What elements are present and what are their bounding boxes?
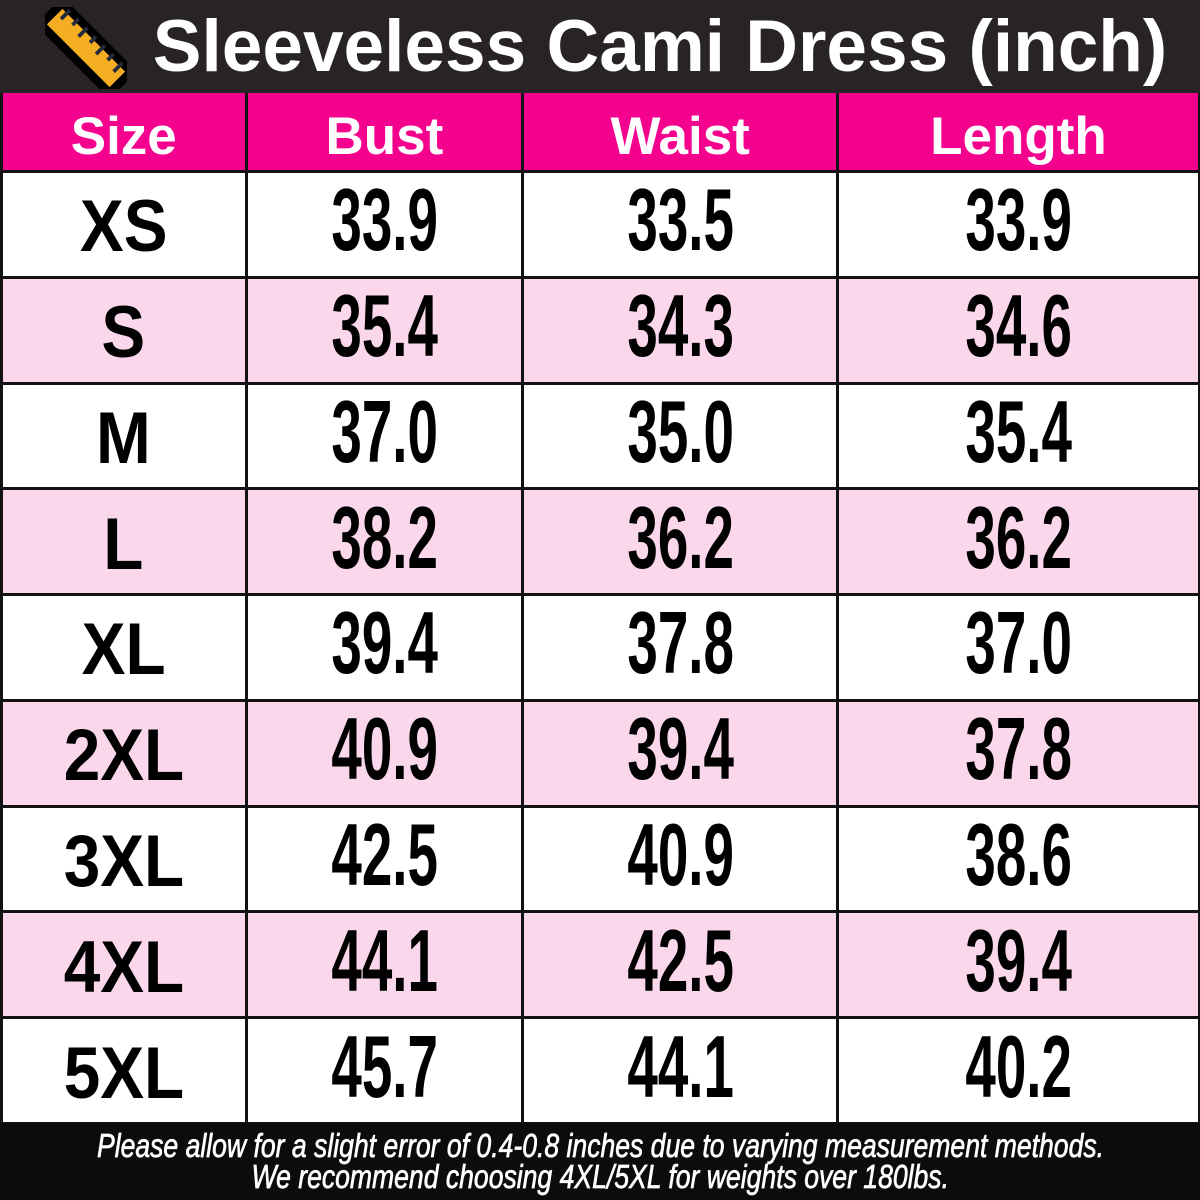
size-label: 4XL [0,913,248,1020]
title-bar: Sleeveless Cami Dress (inch) [0,0,1200,100]
length-value: 40.2 [838,1019,1200,1125]
ruler-icon [34,0,138,100]
length-value: 33.9 [838,173,1200,279]
footer-note-line1: Please allow for a slight error of 0.4-0… [96,1127,1104,1164]
table-row-3xl: 3XL 42.5 40.9 38.6 [0,807,1200,914]
column-header-bust: Bust [247,93,525,173]
waist-value: 42.5 [524,913,839,1020]
length-value: 34.6 [838,278,1200,385]
size-label: S [0,278,248,385]
footer-note-line2: We recommend choosing 4XL/5XL for weight… [251,1157,949,1195]
table-row-l: L 38.2 36.2 36.2 [0,490,1200,597]
waist-value: 39.4 [524,701,839,808]
table-row-4xl: 4XL 44.1 42.5 39.4 [0,913,1200,1020]
waist-value: 35.0 [524,384,839,491]
bust-value: 38.2 [247,490,525,597]
footer-note: Please allow for a slight error of 0.4-0… [0,1123,1200,1200]
length-value: 38.6 [838,807,1200,914]
size-label: M [0,384,248,491]
length-value: 35.4 [838,384,1200,491]
size-label: L [0,490,248,597]
bust-value: 44.1 [247,913,525,1020]
bust-value: 40.9 [247,701,525,808]
bust-value: 45.7 [247,1019,525,1125]
column-header-size: Size [0,93,248,173]
table-header-row: Size Bust Waist Length [0,93,1200,173]
table-row-2xl: 2XL 40.9 39.4 37.8 [0,701,1200,808]
size-label: XS [0,173,248,279]
waist-value: 37.8 [524,596,839,702]
column-header-waist: Waist [524,93,839,173]
length-value: 36.2 [838,490,1200,597]
column-header-length: Length [838,93,1200,173]
table-row-5xl: 5XL 45.7 44.1 40.2 [0,1019,1200,1125]
size-label: 3XL [0,807,248,914]
bust-value: 33.9 [247,173,525,279]
bust-value: 42.5 [247,807,525,914]
waist-value: 44.1 [524,1019,839,1125]
length-value: 37.0 [838,596,1200,702]
table-row-xl: XL 39.4 37.8 37.0 [0,596,1200,702]
bust-value: 39.4 [247,596,525,702]
size-label: 2XL [0,701,248,808]
size-label: XL [0,596,248,702]
waist-value: 34.3 [524,278,839,385]
page-title: Sleeveless Cami Dress (inch) [152,6,1168,87]
length-value: 39.4 [838,913,1200,1020]
waist-value: 40.9 [524,807,839,914]
table-row-s: S 35.4 34.3 34.6 [0,278,1200,385]
size-label: 5XL [0,1019,248,1125]
waist-value: 36.2 [524,490,839,597]
length-value: 37.8 [838,701,1200,808]
bust-value: 35.4 [247,278,525,385]
bust-value: 37.0 [247,384,525,491]
waist-value: 33.5 [524,173,839,279]
table-row-m: M 37.0 35.0 35.4 [0,384,1200,491]
table-row-xs: XS 33.9 33.5 33.9 [0,173,1200,279]
